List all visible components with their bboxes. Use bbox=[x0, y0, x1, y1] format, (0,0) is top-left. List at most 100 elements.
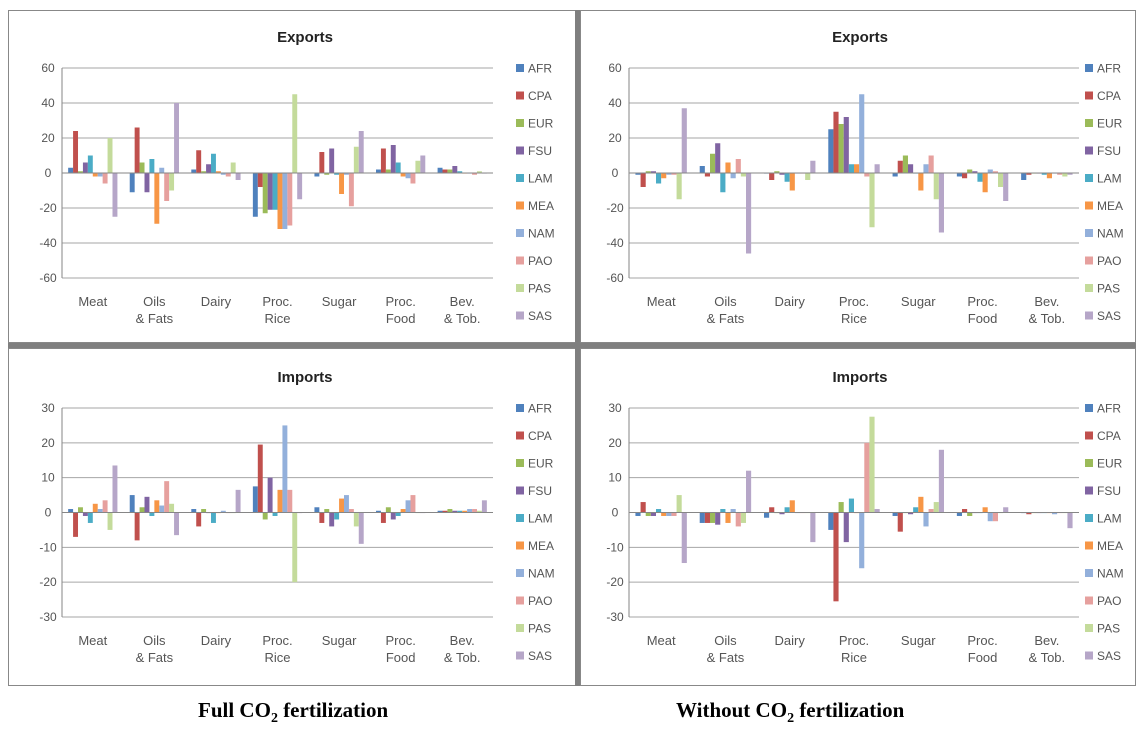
bar-fsu bbox=[908, 164, 914, 173]
bar-mea bbox=[154, 173, 160, 224]
bar-nam bbox=[923, 512, 929, 527]
bar-nam bbox=[859, 512, 865, 569]
bar-pao bbox=[928, 509, 934, 513]
category-label: Meat bbox=[78, 633, 107, 648]
bar-cpa bbox=[73, 131, 79, 173]
category-label: Meat bbox=[78, 294, 107, 309]
y-tick-label: 0 bbox=[45, 506, 52, 520]
panel-frame-4 bbox=[580, 348, 1136, 686]
bar-mea bbox=[1046, 173, 1052, 179]
bar-cpa bbox=[1026, 173, 1032, 175]
legend-label-afr: AFR bbox=[1097, 62, 1121, 76]
legend-swatch-nam bbox=[1085, 229, 1093, 237]
bar-eur bbox=[967, 169, 973, 173]
bar-nam bbox=[730, 173, 736, 179]
legend-swatch-cpa bbox=[516, 91, 524, 100]
caption-without-suffix: fertilization bbox=[794, 698, 905, 722]
legend-swatch-nam bbox=[1085, 569, 1093, 577]
bar-pas bbox=[869, 173, 875, 228]
legend-swatch-afr bbox=[516, 64, 524, 72]
legend-swatch-fsu bbox=[516, 146, 524, 155]
bar-cpa bbox=[833, 512, 839, 602]
chart-2: Exports -60 -40 -20 0 20 40 60 Meat Oils & Fats Dai… bbox=[606, 29, 1123, 326]
y-tick-label: -60 bbox=[39, 271, 57, 285]
bar-mea bbox=[789, 500, 795, 513]
bar-sas bbox=[874, 164, 880, 173]
bar-nam bbox=[220, 173, 226, 175]
bar-sas bbox=[174, 512, 179, 536]
bar-eur bbox=[645, 171, 651, 173]
chart-4: Imports -30 -20 -10 0 10 20 30 Meat Oils & Fats Dai… bbox=[606, 369, 1123, 665]
legend-swatch-afr bbox=[1085, 404, 1093, 412]
legend-label-nam: NAM bbox=[1097, 567, 1124, 581]
bar-lam bbox=[87, 155, 93, 173]
bar-afr bbox=[376, 169, 381, 173]
y-tick-label: 0 bbox=[612, 506, 619, 520]
bar-fsu bbox=[390, 145, 396, 173]
legend-label-cpa: CPA bbox=[1097, 89, 1121, 103]
bar-pao bbox=[102, 500, 108, 513]
category-label: Bev. & Tob. bbox=[444, 633, 481, 665]
category-label: Oils & Fats bbox=[136, 294, 174, 326]
bar-fsu bbox=[452, 166, 458, 173]
legend-swatch-sas bbox=[1085, 311, 1093, 320]
category-label: Proc. Rice bbox=[262, 633, 292, 665]
category-label: Proc. Rice bbox=[839, 633, 869, 665]
legend-label-cpa: CPA bbox=[528, 429, 552, 443]
bar-pao bbox=[410, 173, 416, 184]
y-tick-label: 10 bbox=[41, 471, 55, 485]
bar-lam bbox=[656, 509, 662, 513]
bar-pao bbox=[410, 495, 416, 513]
legend-swatch-fsu bbox=[1085, 486, 1093, 495]
legend-swatch-pao bbox=[516, 256, 524, 265]
bar-cpa bbox=[640, 173, 646, 187]
legend-swatch-lam bbox=[1085, 514, 1093, 522]
bar-lam bbox=[334, 512, 340, 520]
bar-sas bbox=[1067, 173, 1073, 175]
legend-swatch-lam bbox=[1085, 174, 1093, 182]
bar-cpa bbox=[962, 509, 968, 513]
y-tick-label: 20 bbox=[41, 131, 55, 145]
bar-cpa bbox=[897, 512, 903, 532]
bar-sas bbox=[810, 512, 816, 543]
category-label: Oils & Fats bbox=[707, 294, 745, 326]
bar-mea bbox=[339, 173, 344, 194]
y-tick-label: 20 bbox=[608, 131, 622, 145]
bar-nam bbox=[405, 173, 411, 179]
bar-fsu bbox=[206, 164, 212, 173]
bar-pao bbox=[735, 512, 741, 527]
bar-sas bbox=[297, 173, 303, 200]
bar-cpa bbox=[73, 512, 79, 537]
bar-eur bbox=[710, 512, 716, 523]
bar-lam bbox=[720, 173, 726, 193]
bar-cpa bbox=[380, 512, 386, 523]
legend-label-lam: LAM bbox=[528, 512, 553, 526]
bar-afr bbox=[252, 486, 258, 513]
legend-label-sas: SAS bbox=[1097, 309, 1121, 323]
bar-nam bbox=[666, 173, 672, 175]
bar-eur bbox=[324, 173, 330, 175]
bar-eur bbox=[385, 507, 391, 513]
legend-swatch-cpa bbox=[1085, 431, 1093, 440]
bar-pas bbox=[1062, 173, 1068, 177]
bar-pas bbox=[292, 94, 298, 173]
bar-pao bbox=[735, 159, 741, 173]
y-tick-label: 0 bbox=[45, 166, 52, 180]
y-tick-label: -20 bbox=[606, 201, 624, 215]
bar-pas bbox=[933, 173, 939, 200]
bar-eur bbox=[967, 512, 973, 516]
y-tick-label: 30 bbox=[41, 401, 55, 415]
bar-cpa bbox=[196, 150, 202, 173]
legend-swatch-sas bbox=[1085, 651, 1093, 660]
bar-afr bbox=[956, 512, 962, 516]
bar-pas bbox=[353, 146, 359, 173]
bar-afr bbox=[1021, 173, 1027, 180]
legend-swatch-pao bbox=[516, 596, 524, 605]
caption-without-subscript: 2 bbox=[787, 711, 795, 727]
bar-eur bbox=[774, 171, 780, 173]
legend-swatch-cpa bbox=[1085, 91, 1093, 100]
bar-eur bbox=[324, 509, 330, 513]
bar-lam bbox=[656, 173, 662, 184]
bar-pas bbox=[353, 512, 359, 527]
